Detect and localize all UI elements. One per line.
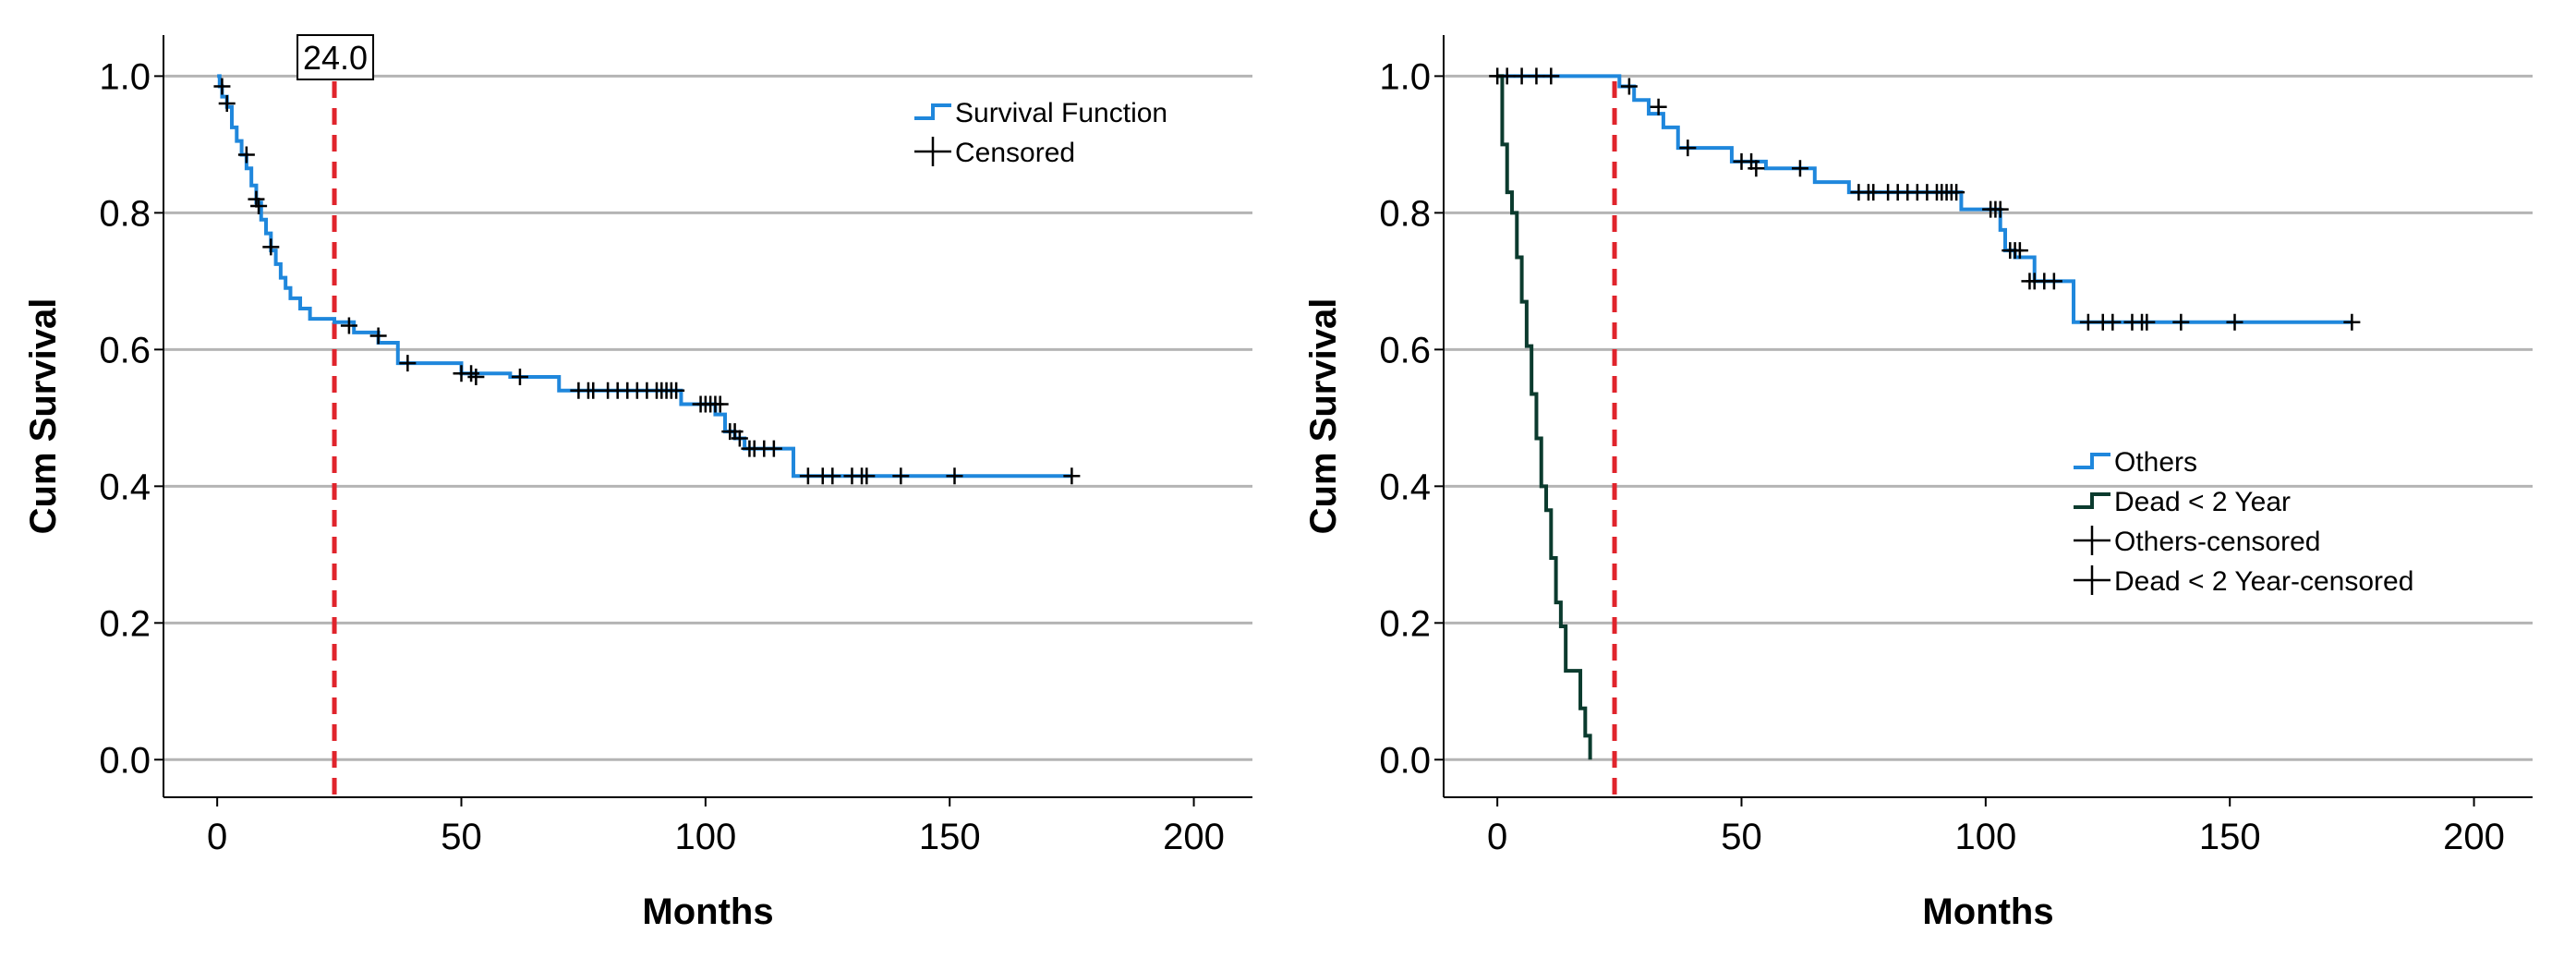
censor-mark <box>1991 200 2009 218</box>
censor-mark <box>2079 313 2097 331</box>
censor-mark <box>237 146 255 164</box>
x-tick-label: 150 <box>919 817 981 857</box>
y-axis-title: Cum Survival <box>1303 298 1344 535</box>
censor-mark <box>248 190 265 208</box>
censor-mark <box>340 317 357 334</box>
legend: Others Dead < 2 Year Others-censored Dead <… <box>2074 447 2413 597</box>
censor-mark <box>1650 98 1667 115</box>
censor-mark <box>2138 313 2156 331</box>
y-axis-title: Cum Survival <box>23 298 64 535</box>
legend-label: Dead < 2 Year <box>2114 487 2291 517</box>
legend-label: Censored <box>955 138 1075 168</box>
reference-annotation-label: 24.0 <box>303 39 368 77</box>
series-2 <box>1489 67 2361 331</box>
x-tick-label: 100 <box>674 817 736 857</box>
censor-mark <box>765 440 782 457</box>
legend-swatch-line <box>2074 453 2110 469</box>
legend-swatch-line <box>914 103 951 120</box>
x-axis-title: Months <box>1922 891 2053 932</box>
y-tick-label: 0.2 <box>1379 603 1431 644</box>
censor-mark <box>467 368 485 385</box>
censor-mark <box>858 467 876 485</box>
censor-mark <box>1948 184 1965 201</box>
censor-mark <box>1748 160 1765 177</box>
censor-mark <box>218 94 236 112</box>
censor-mark <box>262 238 280 256</box>
legend-swatch-cross <box>914 137 951 166</box>
x-tick-label: 200 <box>1163 817 1225 857</box>
censor-mark <box>824 467 841 485</box>
y-tick-label: 0.6 <box>99 330 151 370</box>
legend-label: Dead < 2 Year-censored <box>2114 566 2413 597</box>
legend-label: Others-censored <box>2114 527 2320 557</box>
panel-overall-survival: 0.0 0.2 0.4 0.6 0.8 1.0 0 50 100 150 200 Months Cum … <box>23 34 1252 932</box>
censor-mark <box>2045 273 2062 290</box>
x-tick-label: 0 <box>1487 817 1507 857</box>
y-tick-label: 0.0 <box>1379 740 1431 781</box>
y-tick-label: 0.4 <box>99 467 151 507</box>
censor-mark <box>1542 67 1560 85</box>
censor-mark <box>1498 67 1516 85</box>
legend-swatch-cross <box>2074 526 2110 555</box>
censor-mark <box>1513 67 1530 85</box>
x-tick-label: 200 <box>2443 817 2505 857</box>
legend-swatch-line <box>2074 492 2110 509</box>
censor-mark <box>1865 184 1882 201</box>
survival-step-line <box>217 74 1072 479</box>
reference-annotation-box <box>296 34 375 80</box>
censor-mark <box>668 382 685 399</box>
survival-step-line <box>1497 74 1592 760</box>
censor-mark <box>1528 67 1545 85</box>
legend-swatch-cross <box>2074 565 2110 595</box>
legend-label: Others <box>2114 447 2197 478</box>
x-tick-label: 50 <box>1721 817 1762 857</box>
series-1 <box>1497 74 1592 760</box>
series-0 <box>1497 74 2352 324</box>
x-tick-label: 100 <box>1954 817 2016 857</box>
censor-mark <box>892 467 910 485</box>
y-tick-label: 0.0 <box>99 740 151 781</box>
censor-mark <box>369 327 387 345</box>
y-tick-label: 0.8 <box>1379 193 1431 234</box>
series-0 <box>217 74 1072 479</box>
legend: Survival Function Censored <box>914 98 1167 168</box>
panel-group-survival: 0.0 0.2 0.4 0.6 0.8 1.0 0 50 100 150 200 Months Cum … <box>1303 35 2533 932</box>
x-axis-title: Months <box>642 891 773 932</box>
censor-mark <box>799 467 816 485</box>
censor-mark <box>1620 78 1638 95</box>
censor-mark <box>2172 313 2190 331</box>
y-tick-label: 1.0 <box>99 56 151 97</box>
censor-mark <box>399 355 417 372</box>
censor-mark <box>711 395 729 413</box>
censor-mark <box>511 368 528 385</box>
censor-mark <box>1679 139 1697 157</box>
y-tick-label: 0.2 <box>99 603 151 644</box>
censor-mark <box>946 467 963 485</box>
survival-step-line <box>1497 74 2352 324</box>
series-1 <box>213 78 1081 485</box>
x-tick-label: 0 <box>207 817 227 857</box>
censor-mark <box>585 382 602 399</box>
censor-mark <box>2104 313 2122 331</box>
y-tick-label: 0.8 <box>99 193 151 234</box>
censor-mark <box>2226 313 2243 331</box>
x-tick-label: 50 <box>441 817 482 857</box>
x-tick-label: 150 <box>2199 817 2261 857</box>
censor-mark <box>2011 242 2028 260</box>
y-tick-label: 0.6 <box>1379 330 1431 370</box>
y-tick-label: 1.0 <box>1379 56 1431 97</box>
censor-mark <box>2343 313 2361 331</box>
censor-mark <box>213 78 231 95</box>
censor-mark <box>1063 467 1081 485</box>
legend-label: Survival Function <box>955 98 1167 128</box>
censor-mark <box>250 197 268 214</box>
y-tick-label: 0.4 <box>1379 467 1431 507</box>
censor-mark <box>731 430 748 447</box>
censor-mark <box>1791 160 1808 177</box>
